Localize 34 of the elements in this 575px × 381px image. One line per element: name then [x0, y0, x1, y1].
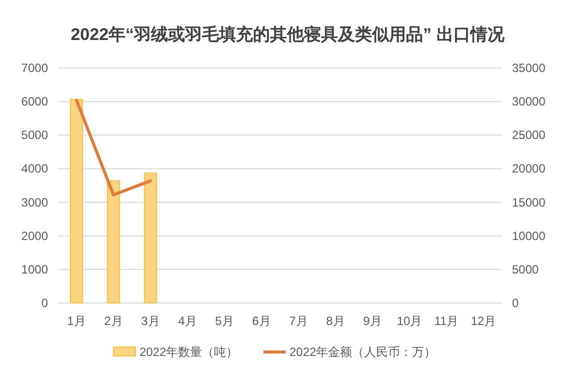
y2-tick-label: 0 — [512, 296, 519, 310]
y-tick-label: 4000 — [21, 162, 48, 176]
x-tick-label: 4月 — [178, 314, 197, 328]
y2-tick-label: 5000 — [512, 262, 540, 276]
x-tick-label: 1月 — [67, 314, 86, 328]
y-tick-label: 2000 — [21, 228, 48, 243]
y-tick-label: 1000 — [21, 262, 48, 276]
x-tick-label: 9月 — [363, 314, 382, 328]
x-tick-label: 5月 — [215, 314, 234, 328]
bar — [70, 99, 84, 304]
x-tick-label: 7月 — [289, 314, 308, 328]
x-tick-label: 6月 — [252, 314, 271, 328]
y2-tick-label: 15000 — [512, 195, 546, 210]
x-tick-label: 12月 — [470, 314, 496, 328]
x-tick-label: 3月 — [141, 314, 160, 328]
bar — [144, 172, 158, 304]
y2-tick-label: 25000 — [512, 128, 546, 142]
x-tick-label: 2月 — [104, 314, 123, 328]
chart-title: 2022年“羽绒或羽毛填充的其他寝具及类似用品” 出口情况 — [70, 25, 506, 44]
legend-label: 2022年数量（吨） — [140, 345, 238, 359]
y-tick-label: 0 — [41, 296, 48, 310]
y-tick-label: 7000 — [21, 61, 48, 75]
y2-tick-label: 30000 — [512, 94, 546, 109]
y-tick-label: 6000 — [21, 94, 48, 109]
y2-tick-label: 20000 — [512, 162, 546, 176]
y-tick-label: 5000 — [21, 128, 48, 142]
x-tick-label: 8月 — [326, 314, 345, 328]
x-tick-label: 10月 — [396, 314, 422, 328]
bar — [106, 180, 120, 304]
legend-label: 2022年金额（人民币：万） — [290, 345, 436, 359]
y-tick-label: 3000 — [21, 195, 48, 210]
x-tick-label: 11月 — [434, 314, 459, 328]
y2-tick-label: 10000 — [512, 228, 546, 243]
y2-tick-label: 35000 — [512, 61, 546, 75]
